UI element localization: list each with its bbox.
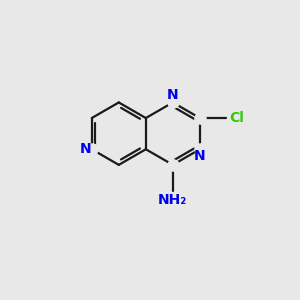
Text: NH₂: NH₂ (158, 193, 188, 207)
Text: N: N (167, 88, 179, 102)
Text: N: N (194, 149, 206, 163)
Text: Cl: Cl (229, 111, 244, 125)
Text: N: N (80, 142, 92, 156)
